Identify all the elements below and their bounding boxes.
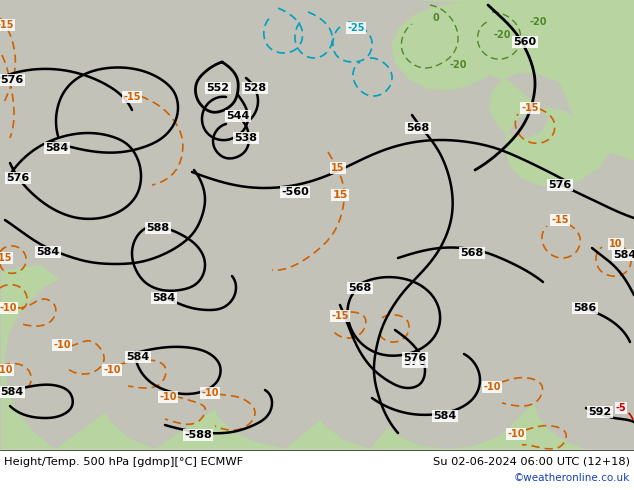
Text: -15: -15 <box>521 103 539 113</box>
Text: -10: -10 <box>53 340 71 350</box>
Text: -10: -10 <box>103 365 120 375</box>
Text: -20: -20 <box>450 60 467 70</box>
Text: 576: 576 <box>403 353 427 363</box>
Text: 560: 560 <box>514 37 536 47</box>
Text: 544: 544 <box>226 111 250 121</box>
Polygon shape <box>392 0 634 186</box>
Text: -20: -20 <box>493 30 511 40</box>
Text: 0: 0 <box>432 13 439 23</box>
Text: -10: -10 <box>0 365 13 375</box>
Text: 528: 528 <box>243 83 266 93</box>
Text: 15: 15 <box>332 190 347 200</box>
Text: 15: 15 <box>331 163 345 173</box>
Text: 568: 568 <box>406 123 430 133</box>
Text: ©weatheronline.co.uk: ©weatheronline.co.uk <box>514 473 630 483</box>
Text: 584: 584 <box>613 250 634 260</box>
Text: Su 02-06-2024 06:00 UTC (12+18): Su 02-06-2024 06:00 UTC (12+18) <box>433 457 630 467</box>
Text: -15: -15 <box>331 311 349 321</box>
Text: 584: 584 <box>1 387 23 397</box>
Text: -560: -560 <box>281 187 309 197</box>
Text: -10: -10 <box>159 392 177 402</box>
Text: -15: -15 <box>551 215 569 225</box>
Text: 576: 576 <box>548 180 572 190</box>
Text: 584: 584 <box>434 411 456 421</box>
Bar <box>0 450 634 490</box>
Polygon shape <box>0 0 634 450</box>
Text: -15: -15 <box>0 253 12 263</box>
Text: 538: 538 <box>235 133 257 143</box>
Text: 584: 584 <box>152 293 176 303</box>
Text: -10: -10 <box>507 429 525 439</box>
Text: -588: -588 <box>184 430 212 440</box>
Text: 10: 10 <box>609 239 623 249</box>
Text: Height/Temp. 500 hPa [gdmp][°C] ECMWF: Height/Temp. 500 hPa [gdmp][°C] ECMWF <box>4 457 243 467</box>
Text: 576: 576 <box>403 357 427 367</box>
Text: 584: 584 <box>36 247 60 257</box>
Text: 586: 586 <box>573 303 597 313</box>
Text: -10: -10 <box>201 388 219 398</box>
Text: -10: -10 <box>483 382 501 392</box>
Text: 584: 584 <box>126 352 150 362</box>
Text: 568: 568 <box>460 248 484 258</box>
Text: -20: -20 <box>529 17 547 27</box>
Text: 576: 576 <box>1 75 23 85</box>
Text: -15: -15 <box>0 20 14 30</box>
Text: 552: 552 <box>207 83 230 93</box>
Text: -25: -25 <box>347 23 365 33</box>
Text: -15: -15 <box>123 92 141 102</box>
Text: 576: 576 <box>6 173 30 183</box>
Text: 584: 584 <box>46 143 68 153</box>
Text: -5: -5 <box>616 403 626 413</box>
Text: 568: 568 <box>348 283 372 293</box>
Text: -10: -10 <box>0 303 16 313</box>
Text: 588: 588 <box>146 223 169 233</box>
Text: 592: 592 <box>588 407 612 417</box>
